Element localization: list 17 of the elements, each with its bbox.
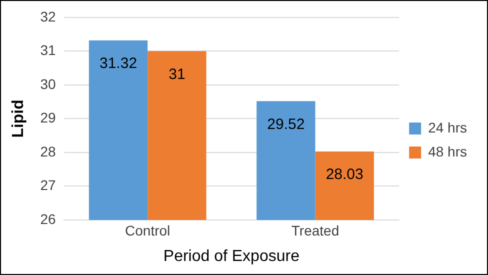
legend-label: 48 hrs <box>428 143 468 160</box>
data-label: 31 <box>168 66 186 83</box>
y-axis-title: Lipid <box>10 100 28 138</box>
data-label: 31.32 <box>99 55 138 72</box>
y-tick-label: 26 <box>40 210 56 227</box>
data-label: 29.52 <box>267 116 305 133</box>
y-tick-label: 28 <box>40 143 56 160</box>
y-tick-label: 30 <box>40 76 56 92</box>
data-label: 28.03 <box>326 166 364 184</box>
y-tick-label: 29 <box>40 110 56 126</box>
y-tick-label: 32 <box>40 8 56 24</box>
y-tick-label: 31 <box>40 42 56 58</box>
x-tick-label: Treated <box>291 222 340 238</box>
legend-label: 24 hrs <box>428 119 468 136</box>
y-tick-label: 27 <box>40 177 56 194</box>
x-axis-title: Period of Exposure <box>163 248 300 265</box>
x-tick-label: Control <box>125 222 170 238</box>
